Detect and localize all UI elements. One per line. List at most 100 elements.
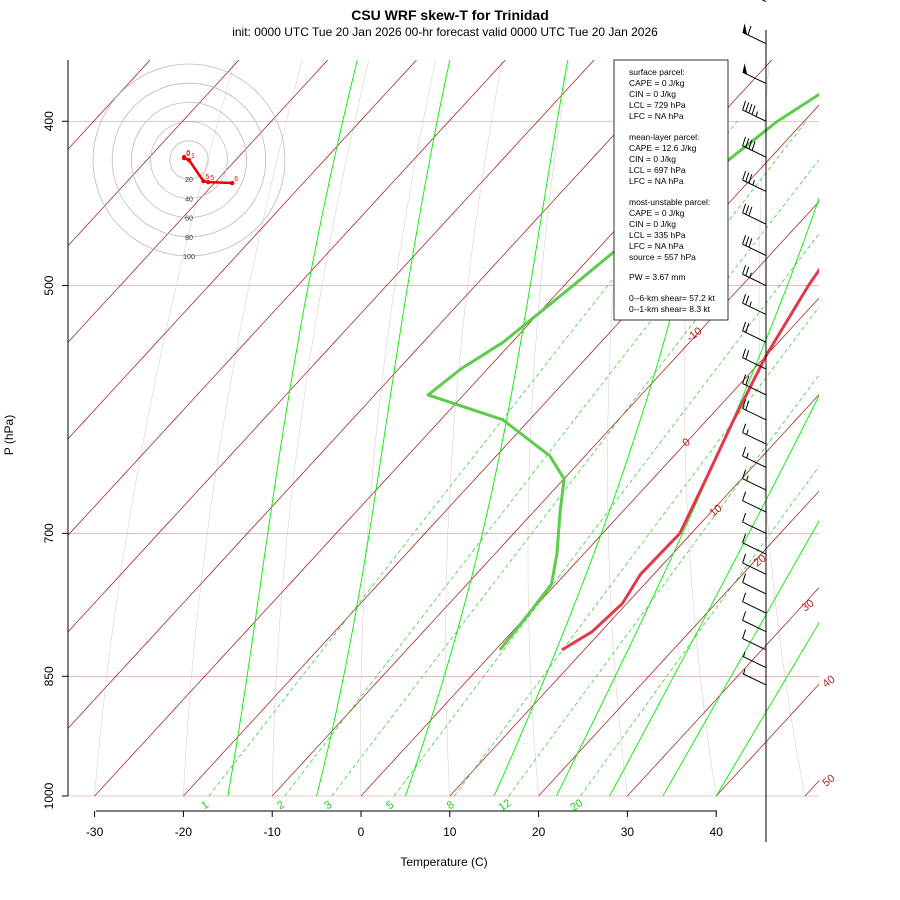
hodograph-ring-label: 20 xyxy=(185,177,193,184)
barb-half xyxy=(746,452,749,459)
mixing-ratio-label: 5 xyxy=(384,799,396,812)
wind-barb xyxy=(742,170,767,192)
wind-barb xyxy=(742,469,767,491)
dry-adiabat-line xyxy=(684,60,717,797)
barb-staff xyxy=(742,179,767,192)
x-tick-label: 40 xyxy=(710,825,724,839)
info-mu-lfc: LFC = NA hPa xyxy=(629,241,684,251)
y-tick-label: 400 xyxy=(42,111,56,131)
barb-flag xyxy=(742,23,748,35)
hodograph-ring-label: 60 xyxy=(185,216,193,223)
temperature-profile xyxy=(561,267,819,652)
barb-full xyxy=(745,323,750,333)
barb-full xyxy=(748,174,753,184)
info-surface-title: surface parcel: xyxy=(629,67,685,77)
barb-half xyxy=(749,301,752,307)
barb-full xyxy=(742,348,747,358)
wind-barb xyxy=(742,203,767,225)
barb-staff xyxy=(742,601,767,614)
moist-adiabat-line xyxy=(404,60,569,797)
info-ml-cape: CAPE = 12.6 J/kg xyxy=(629,143,697,153)
hodograph-ring-label: 100 xyxy=(183,254,195,261)
isotherm-line xyxy=(68,60,506,536)
hodograph-point-label: 0 xyxy=(186,150,190,157)
isotherm-line xyxy=(627,587,819,797)
barb-staff xyxy=(742,521,767,534)
wind-barb xyxy=(742,293,767,315)
hodograph-point xyxy=(230,180,235,186)
wind-barb xyxy=(742,533,767,555)
profiles xyxy=(426,92,819,652)
wind-barb xyxy=(761,0,767,3)
dry-adiabat-line xyxy=(831,0,900,796)
barb-half xyxy=(749,272,752,278)
info-ml-title: mean-layer parcel: xyxy=(629,132,699,142)
barb-full xyxy=(742,170,747,181)
barb-staff xyxy=(742,383,767,396)
barb-full xyxy=(742,553,747,564)
wind-barb xyxy=(742,446,767,468)
dry-adiabat-line xyxy=(271,60,370,797)
x-tick-label: 0 xyxy=(358,825,365,839)
barb-full xyxy=(748,139,753,150)
barb-staff xyxy=(742,212,767,225)
y-tick-label: 1000 xyxy=(42,782,56,809)
isotherm-label: 40 xyxy=(820,673,837,690)
info-mu-cin: CIN = 0 J/kg xyxy=(629,219,676,229)
isotherm-line xyxy=(68,60,595,633)
y-axis-label: P (hPa) xyxy=(2,415,16,455)
isotherm-label: 50 xyxy=(820,772,837,789)
dry-adiabat-line xyxy=(94,60,236,797)
barb-staff xyxy=(742,619,767,633)
wind-barb xyxy=(742,100,767,122)
info-surface-lfc: LFC = NA hPa xyxy=(629,111,684,121)
dry-adiabat-line xyxy=(183,60,303,797)
mixing-ratio-line xyxy=(331,159,819,797)
x-axis-label: Temperature (C) xyxy=(400,855,487,869)
isotherm-label: 10 xyxy=(707,502,724,519)
mixing-ratio-label: 2 xyxy=(275,799,287,812)
info-shear-1km: 0--1-km shear= 8.3 kt xyxy=(629,304,711,314)
y-tick-label: 700 xyxy=(42,523,56,543)
chart-title: CSU WRF skew-T for Trinidad xyxy=(351,7,549,23)
barb-full xyxy=(742,512,747,523)
barb-full xyxy=(745,236,750,246)
info-ml-lfc: LFC = NA hPa xyxy=(629,176,684,186)
isotherm-line xyxy=(183,104,819,797)
barb-staff xyxy=(742,562,767,575)
info-ml-cin: CIN = 0 J/kg xyxy=(629,154,676,164)
barb-half xyxy=(746,429,749,435)
wind-barb xyxy=(742,553,767,575)
barb-full xyxy=(742,592,747,602)
mixing-ratio-line xyxy=(393,233,819,797)
barb-staff xyxy=(742,408,767,421)
barb-staff xyxy=(742,302,767,315)
barb-full xyxy=(745,205,750,215)
x-tick-label: 20 xyxy=(532,825,546,839)
isotherm-label: 20 xyxy=(751,552,768,569)
dry-adiabat-line xyxy=(527,60,570,797)
wind-barb xyxy=(742,136,767,158)
hodograph-ring xyxy=(150,121,228,199)
hodograph-ring xyxy=(169,140,209,180)
dry-adiabat-line xyxy=(445,60,503,797)
x-tick-label: -30 xyxy=(86,825,104,839)
barb-full xyxy=(748,103,753,114)
info-shear-6km: 0--6-km shear= 57.2 kt xyxy=(629,293,715,303)
moist-adiabat-line xyxy=(662,520,819,797)
hodograph-ring-label: 40 xyxy=(185,196,193,203)
barb-staff xyxy=(742,31,767,45)
chart-subtitle: init: 0000 UTC Tue 20 Jan 2026 00-hr for… xyxy=(232,25,658,39)
hodograph-ring-label: 80 xyxy=(185,235,193,242)
wind-barb xyxy=(742,235,767,256)
barb-full xyxy=(742,136,747,147)
wind-barb xyxy=(742,63,767,84)
barb-full xyxy=(742,265,747,275)
x-tick-label: -10 xyxy=(264,825,282,839)
barb-half xyxy=(746,475,749,481)
wind-barb xyxy=(742,651,767,669)
hodograph-point-label: 5 xyxy=(205,174,209,181)
barb-full xyxy=(742,293,747,304)
barb-full xyxy=(742,469,747,479)
wind-barb xyxy=(742,399,767,421)
